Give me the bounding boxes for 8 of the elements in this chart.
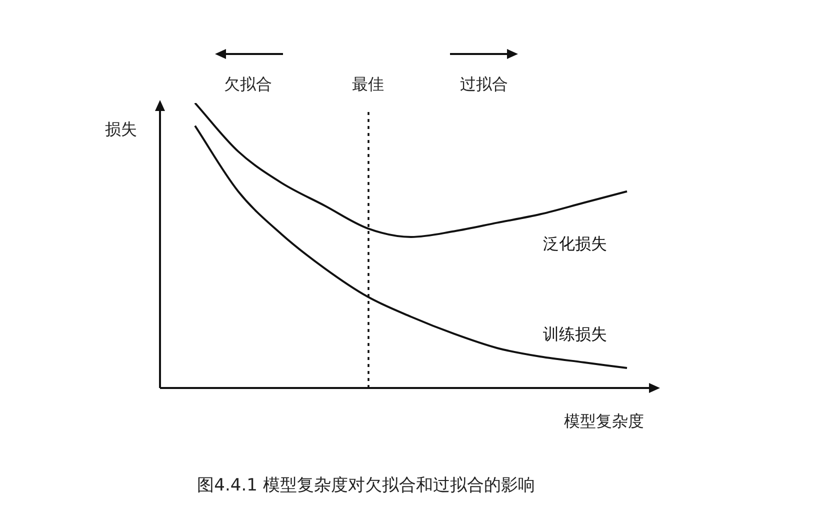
x-axis-title: 模型复杂度 xyxy=(564,412,644,432)
text: 最佳 xyxy=(352,74,384,96)
text: 过拟合 xyxy=(460,74,508,96)
series-label: 训练损失 xyxy=(542,324,607,344)
caption: 图4.4.1 模型复杂度对欠拟合和过拟合的影响 xyxy=(197,474,535,496)
text: 欠拟合 xyxy=(224,74,272,96)
series-label: 泛化损失 xyxy=(542,234,607,253)
y-axis-title: 损失 xyxy=(105,120,137,140)
